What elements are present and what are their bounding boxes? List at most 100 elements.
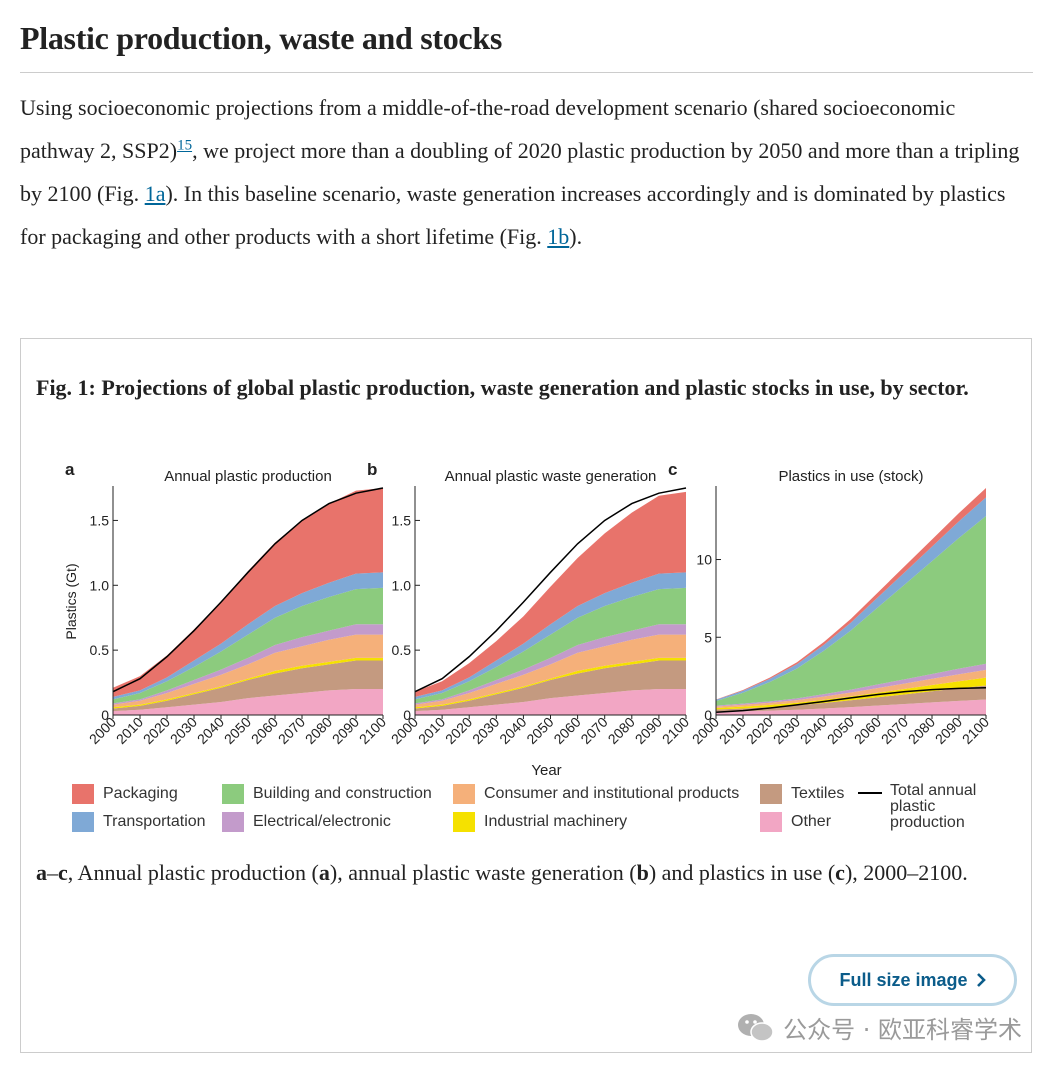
chevron-icon <box>976 973 986 987</box>
figure-link[interactable]: 1a <box>144 181 166 206</box>
y-tick-label: 0.5 <box>392 642 412 658</box>
legend-item: Transportation <box>72 808 222 836</box>
text: a <box>318 860 330 885</box>
legend-swatch <box>72 784 94 804</box>
x-axis-label: Year <box>531 762 561 779</box>
legend-swatch <box>72 812 94 832</box>
divider <box>20 72 1033 73</box>
text: ), 2000–2100. <box>844 860 968 885</box>
legend-swatch <box>222 784 244 804</box>
y-tick-label: 0.5 <box>90 642 110 658</box>
legend-label: Textiles <box>791 785 845 802</box>
area-band <box>415 587 686 704</box>
legend-swatch <box>453 784 475 804</box>
total-line <box>112 487 384 693</box>
text: c <box>58 860 68 885</box>
legend-item: Packaging <box>72 780 222 808</box>
x-tick-label: 2100 <box>959 714 992 747</box>
legend-label: Other <box>791 813 832 830</box>
x-tick-label: 2060 <box>248 714 281 747</box>
area-band <box>113 587 383 704</box>
legend-item: Other <box>760 808 858 836</box>
area-band <box>415 624 686 705</box>
legend-label: Transportation <box>103 813 206 830</box>
text: ). In this baseline scenario, waste gene… <box>20 181 1006 249</box>
x-tick-label: 2070 <box>577 714 610 747</box>
figure-title: Fig. 1: Projections of global plastic pr… <box>36 375 969 400</box>
text: a <box>36 860 47 885</box>
legend-swatch <box>760 784 782 804</box>
x-tick-label: 2080 <box>605 714 638 747</box>
legend-label: Total annual plastic production <box>890 782 977 831</box>
x-tick-label: 2030 <box>469 714 502 747</box>
legend-item: Electrical/electronic <box>222 808 453 836</box>
full-size-button[interactable]: Full size image <box>808 954 1017 1006</box>
area-band <box>415 491 686 697</box>
x-tick-label: 2090 <box>932 714 965 747</box>
y-tick-label: 0 <box>403 707 411 723</box>
legend-item: Consumer and institutional products <box>453 780 760 808</box>
x-tick-label: 2060 <box>550 714 583 747</box>
x-tick-label: 2050 <box>523 714 556 747</box>
section-title: Plastic production, waste and stocks <box>20 20 502 56</box>
paragraph: Using socioeconomic projections from a m… <box>20 86 1035 258</box>
legend-item: Building and construction <box>222 780 453 808</box>
area-band <box>415 572 686 700</box>
x-tick-label: 2000 <box>388 714 421 747</box>
x-tick-label: 2070 <box>275 714 308 747</box>
x-tick-label: 2020 <box>743 714 776 747</box>
panel-letter: b <box>367 460 377 479</box>
watermark: 公众号 · 欧亚科睿学术 <box>737 1010 1022 1045</box>
panel-title: Plastics in use (stock) <box>778 468 923 485</box>
x-tick-label: 2100 <box>659 714 692 747</box>
y-tick-label: 1.0 <box>90 577 110 593</box>
y-tick-label: 1.5 <box>90 512 110 528</box>
total-line <box>715 687 987 713</box>
charts: 00.51.01.5200020102020203020402050206020… <box>63 460 992 779</box>
x-tick-label: 2080 <box>302 714 335 747</box>
legend-label: Electrical/electronic <box>253 813 391 830</box>
panel-title: Annual plastic production <box>164 468 332 485</box>
x-tick-label: 2040 <box>496 714 529 747</box>
x-tick-label: 2070 <box>878 714 911 747</box>
legend: Packaging Transportation Building and cons… <box>72 780 985 836</box>
y-tick-label: 1.0 <box>392 577 412 593</box>
x-tick-label: 2050 <box>824 714 857 747</box>
x-tick-label: 2090 <box>632 714 665 747</box>
x-tick-label: 2040 <box>797 714 830 747</box>
x-tick-label: 2010 <box>415 714 448 747</box>
legend-line <box>858 792 882 794</box>
legend-label: Packaging <box>103 785 178 802</box>
y-tick-label: 10 <box>696 552 712 568</box>
area-band <box>113 572 383 700</box>
x-tick-label: 2030 <box>770 714 803 747</box>
panel-letter: c <box>668 460 677 479</box>
x-tick-label: 2010 <box>716 714 749 747</box>
y-tick-label: 1.5 <box>392 512 412 528</box>
text: – <box>47 860 58 885</box>
wechat-icon <box>738 1013 774 1042</box>
figure-link[interactable]: 1b <box>547 224 570 249</box>
panel-title: Annual plastic waste generation <box>445 468 657 485</box>
text: c <box>835 860 845 885</box>
x-tick-label: 2020 <box>442 714 475 747</box>
legend-item: Textiles <box>760 780 858 808</box>
x-tick-label: 2000 <box>689 714 722 747</box>
legend-label: Industrial machinery <box>484 813 628 830</box>
legend-swatch <box>222 812 244 832</box>
x-tick-label: 2080 <box>905 714 938 747</box>
legend-item: Total annual plastic production <box>858 780 985 836</box>
reference-link[interactable]: 15 <box>177 137 193 154</box>
area-band <box>716 685 986 712</box>
text: , Annual plastic production ( <box>67 860 319 885</box>
area-band <box>113 660 383 712</box>
area-band <box>415 634 686 708</box>
x-tick-label: 2020 <box>140 714 173 747</box>
x-tick-label: 2040 <box>194 714 227 747</box>
y-tick-label: 0 <box>101 707 109 723</box>
legend-label: Building and construction <box>253 785 432 802</box>
area-band <box>113 634 383 708</box>
text: ). <box>569 224 583 249</box>
x-tick-label: 2060 <box>851 714 884 747</box>
